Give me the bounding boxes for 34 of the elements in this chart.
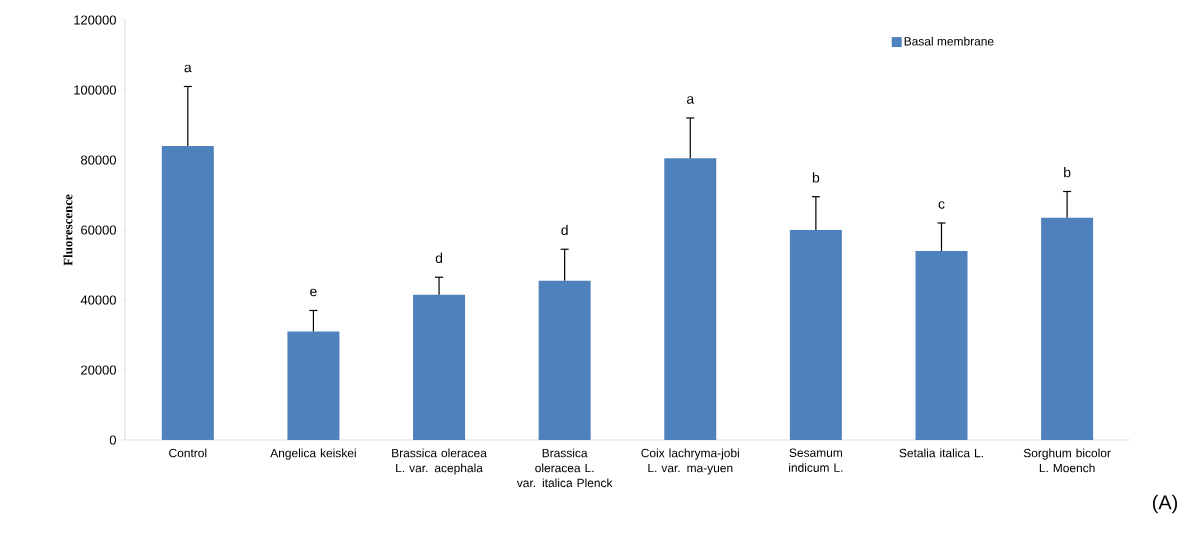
x-tick-label: Angelica keiskei xyxy=(270,448,356,460)
x-tick-label: Brassica oleracea L. var. acephala xyxy=(392,448,487,475)
x-tick-label: Brassica oleracea L. var. italica Plenck xyxy=(516,448,613,488)
x-tick-label: Coix lachryma-jobi L. var. ma-yuen xyxy=(641,448,739,475)
y-tick-label: 0 xyxy=(109,435,116,445)
y-tick-label: 20000 xyxy=(81,365,116,375)
x-tick-label: Control xyxy=(169,448,207,458)
bar xyxy=(538,280,591,440)
bar xyxy=(789,229,842,440)
y-tick-label: 120000 xyxy=(74,15,116,25)
annotation: d xyxy=(561,224,568,236)
bar xyxy=(413,294,466,440)
annotation: b xyxy=(812,172,820,183)
annotation: a xyxy=(184,64,192,73)
y-axis-title: Fluorescence xyxy=(63,194,73,266)
bar xyxy=(664,158,717,440)
x-tick-label: Sorghum bicolor L. Moench xyxy=(1023,448,1111,473)
y-tick-label: 100000 xyxy=(74,85,116,95)
bar xyxy=(161,145,214,440)
legend-label: Basal membrane xyxy=(904,36,994,46)
text: (A) xyxy=(1152,494,1178,514)
annotation: e xyxy=(310,288,317,297)
annotation: c xyxy=(938,201,945,209)
y-tick-label: 80000 xyxy=(81,155,116,165)
x-tick-label: Sesamum indicum L. xyxy=(789,448,843,472)
y-tick-label: 40000 xyxy=(80,295,116,305)
y-tick-label: 60000 xyxy=(81,225,116,235)
bar xyxy=(1041,217,1094,440)
annotation: b xyxy=(1064,167,1071,178)
x-tick-label: Setalia italica L. xyxy=(899,448,983,458)
annotation: d xyxy=(435,252,443,264)
bar xyxy=(915,250,968,440)
bar xyxy=(287,331,340,440)
annotation: a xyxy=(686,96,695,104)
